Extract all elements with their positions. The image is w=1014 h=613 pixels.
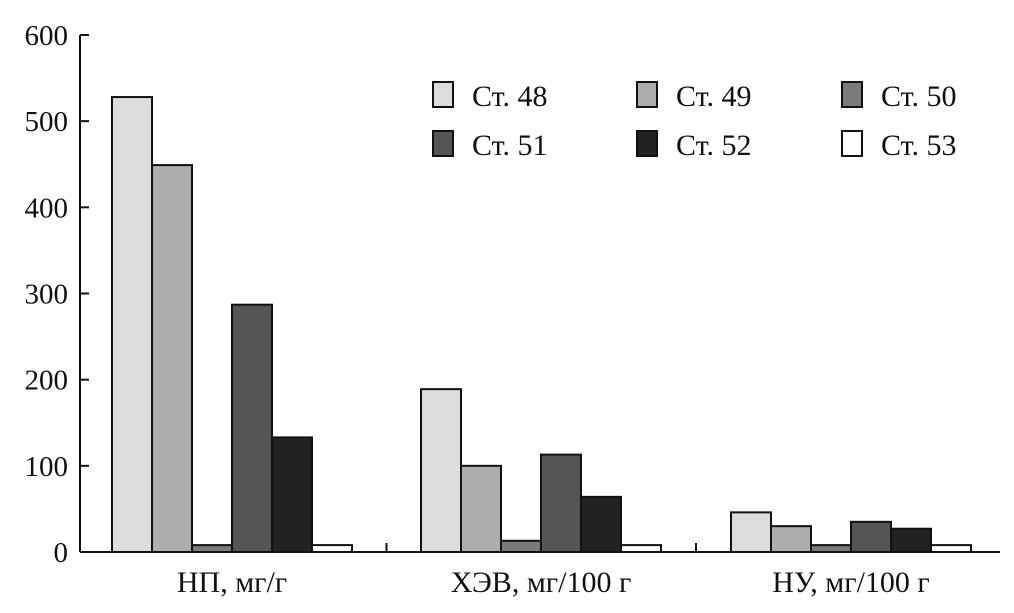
bar — [890, 527, 932, 553]
legend-label: Ст. 50 — [881, 80, 956, 113]
legend-label: Ст. 53 — [881, 129, 956, 162]
bar — [151, 164, 193, 553]
legend-swatch — [841, 130, 863, 157]
bar — [460, 464, 502, 554]
bar — [770, 525, 812, 554]
y-tick-label: 100 — [25, 451, 69, 483]
y-tick-label: 600 — [25, 20, 69, 52]
bar — [231, 303, 273, 553]
legend-swatch — [432, 81, 454, 108]
y-tick-label: 300 — [25, 279, 69, 311]
bar — [620, 544, 662, 554]
bar — [730, 511, 772, 554]
bar — [111, 96, 153, 553]
x-category-label: НУ, мг/100 г — [772, 566, 929, 599]
bar — [500, 539, 542, 554]
y-axis: 0 100 200 300 400 500 600 — [25, 20, 89, 569]
legend-swatch — [432, 130, 454, 157]
legend-swatch — [636, 81, 658, 108]
legend-swatch — [636, 130, 658, 157]
y-tick-label: 200 — [25, 365, 69, 397]
legend: Ст. 48 Ст. 49 Ст. 50 Ст. 51 Ст. 52 Ст. 53 — [432, 80, 956, 162]
y-tick-label: 500 — [25, 106, 69, 138]
legend-label: Ст. 51 — [472, 129, 547, 162]
y-tick-label: 0 — [54, 537, 69, 569]
legend-label: Ст. 52 — [676, 129, 751, 162]
bar — [191, 544, 233, 554]
bar — [311, 544, 353, 554]
bar — [420, 388, 462, 553]
bar — [580, 495, 622, 553]
bar — [271, 436, 313, 554]
y-tick-label: 400 — [25, 192, 69, 224]
legend-label: Ст. 49 — [676, 80, 751, 113]
x-category-label: НП, мг/г — [177, 566, 287, 599]
bar — [810, 544, 852, 554]
bar — [930, 544, 972, 554]
bar — [850, 520, 892, 554]
legend-label: Ст. 48 — [472, 80, 547, 113]
bars — [111, 96, 972, 554]
x-category-label: ХЭВ, мг/100 г — [451, 566, 632, 599]
legend-swatch — [841, 81, 863, 108]
bar — [540, 453, 582, 553]
